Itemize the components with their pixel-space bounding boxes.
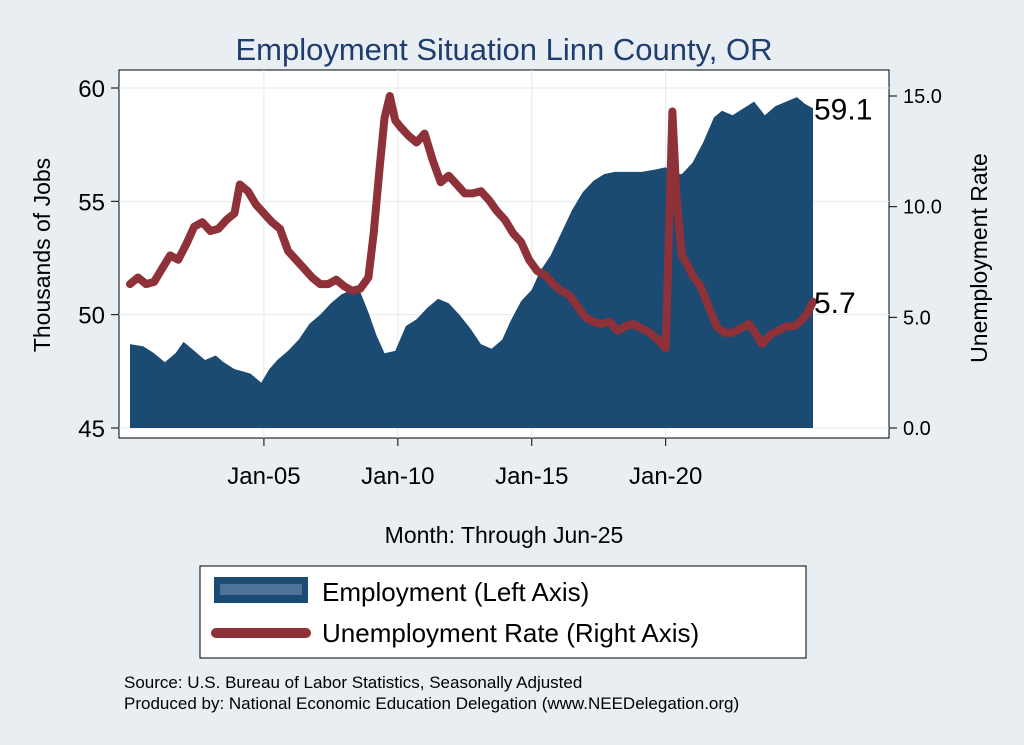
source-note: Source: U.S. Bureau of Labor Statistics,… [124,673,582,692]
y-tick-label-left: 60 [78,76,105,103]
x-tick-label: Jan-05 [227,463,300,490]
legend: Employment (Left Axis) Unemployment Rate… [199,565,807,659]
x-tick-label: Jan-10 [361,463,434,490]
axes: 45 50 55 60 0.0 5.0 10.0 15.0 Jan-05 Jan-10 Jan-15… [78,76,942,490]
employment-area [130,97,813,428]
y-tick-label-left: 55 [78,189,105,216]
legend-swatch-employment-inner [220,584,302,595]
x-tick-label: Jan-15 [495,463,568,490]
unemployment-line [126,92,817,353]
y-tick-label-right: 5.0 [903,307,931,329]
y-axis-left-label: Thousands of Jobs [29,158,55,352]
employment-series [130,97,813,428]
y-tick-label-right: 10.0 [903,197,942,219]
y-axis-right-label: Unemployment Rate [966,153,992,363]
y-tick-label-left: 50 [78,303,105,330]
y-tick-label-right: 15.0 [903,86,942,108]
chart-title: Employment Situation Linn County, OR [235,32,772,67]
employment-last-value: 59.1 [814,93,872,126]
y-tick-label-right: 0.0 [903,418,931,440]
x-axis-label: Month: Through Jun-25 [385,522,624,548]
x-tick-label: Jan-20 [629,463,702,490]
produced-by-note: Produced by: National Economic Education… [124,694,739,713]
legend-label-employment: Employment (Left Axis) [322,577,589,607]
y-tick-label-left: 45 [78,416,105,443]
legend-label-unemployment: Unemployment Rate (Right Axis) [322,618,699,648]
unemployment-series [126,92,817,353]
unemployment-last-value: 5.7 [814,287,856,320]
